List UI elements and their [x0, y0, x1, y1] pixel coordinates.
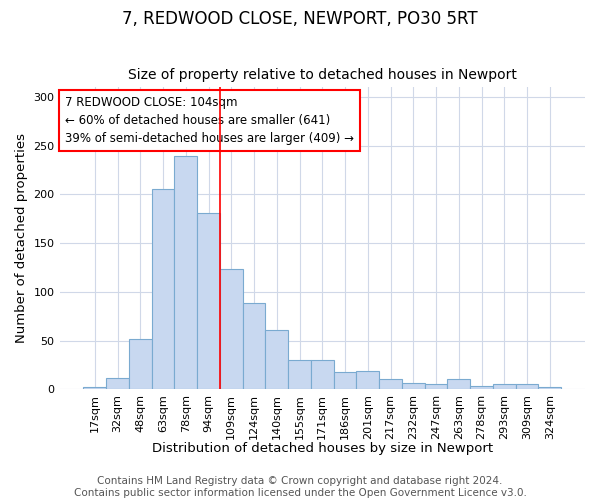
Bar	[448, 380, 470, 389]
Bar	[379, 378, 402, 389]
Bar	[334, 372, 356, 389]
Bar	[106, 378, 129, 389]
Title: Size of property relative to detached houses in Newport: Size of property relative to detached ho…	[128, 68, 517, 82]
Bar	[538, 388, 561, 389]
Bar	[220, 270, 242, 389]
Bar	[129, 338, 152, 389]
Bar	[197, 213, 220, 389]
Bar	[152, 188, 175, 389]
Bar	[83, 388, 106, 389]
Bar	[175, 156, 197, 389]
Bar	[311, 360, 334, 389]
Text: 7, REDWOOD CLOSE, NEWPORT, PO30 5RT: 7, REDWOOD CLOSE, NEWPORT, PO30 5RT	[122, 10, 478, 28]
Bar	[242, 302, 265, 389]
Text: Contains HM Land Registry data © Crown copyright and database right 2024.
Contai: Contains HM Land Registry data © Crown c…	[74, 476, 526, 498]
Y-axis label: Number of detached properties: Number of detached properties	[15, 134, 28, 344]
Bar	[425, 384, 448, 389]
Bar	[288, 360, 311, 389]
Bar	[356, 370, 379, 389]
X-axis label: Distribution of detached houses by size in Newport: Distribution of detached houses by size …	[152, 442, 493, 455]
Bar	[402, 384, 425, 389]
Text: 7 REDWOOD CLOSE: 104sqm
← 60% of detached houses are smaller (641)
39% of semi-d: 7 REDWOOD CLOSE: 104sqm ← 60% of detache…	[65, 96, 354, 146]
Bar	[470, 386, 493, 389]
Bar	[265, 330, 288, 389]
Bar	[515, 384, 538, 389]
Bar	[493, 384, 515, 389]
